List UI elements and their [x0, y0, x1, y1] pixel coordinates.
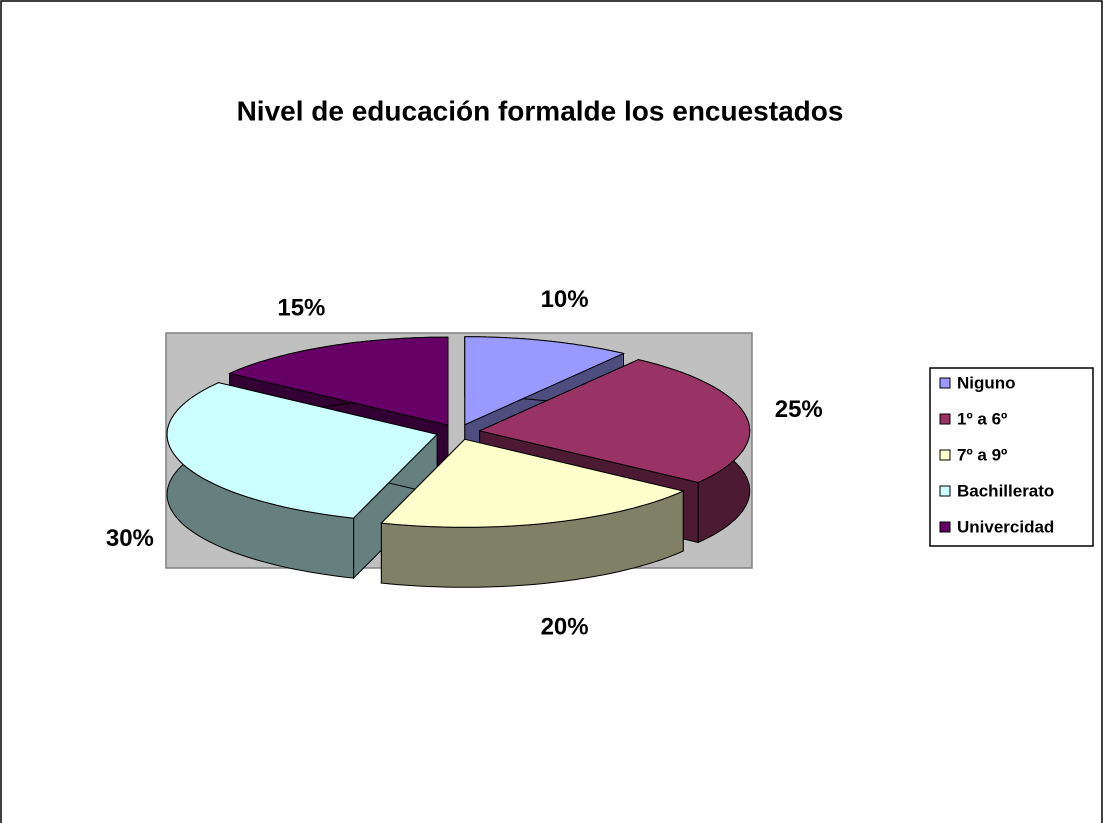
data-label: 30%	[106, 525, 154, 552]
slice-top	[478, 359, 751, 484]
slice-top	[228, 336, 449, 426]
data-label: 10%	[541, 286, 589, 313]
slice-top	[380, 438, 685, 528]
legend-label: 7º a 9º	[957, 445, 1007, 464]
legend-label: 1º a 6º	[957, 409, 1007, 428]
data-label: 20%	[541, 614, 589, 641]
legend-label: Univercidad	[957, 517, 1054, 536]
legend-swatch	[939, 413, 951, 425]
legend-swatch	[939, 449, 951, 461]
chart-title: Nivel de educación formalde los encuesta…	[237, 95, 844, 126]
data-label: 25%	[775, 396, 823, 423]
legend-swatch	[939, 485, 951, 497]
pie-slice	[166, 381, 439, 580]
pie-slice	[380, 438, 685, 588]
slice-top	[464, 336, 626, 426]
legend-label: Niguno	[957, 373, 1016, 392]
legend-label: Bachillerato	[957, 481, 1054, 500]
data-label: 15%	[277, 294, 325, 321]
legend-swatch	[939, 521, 951, 533]
slice-top	[166, 382, 439, 519]
legend	[929, 367, 1094, 547]
legend-swatch	[939, 377, 951, 389]
